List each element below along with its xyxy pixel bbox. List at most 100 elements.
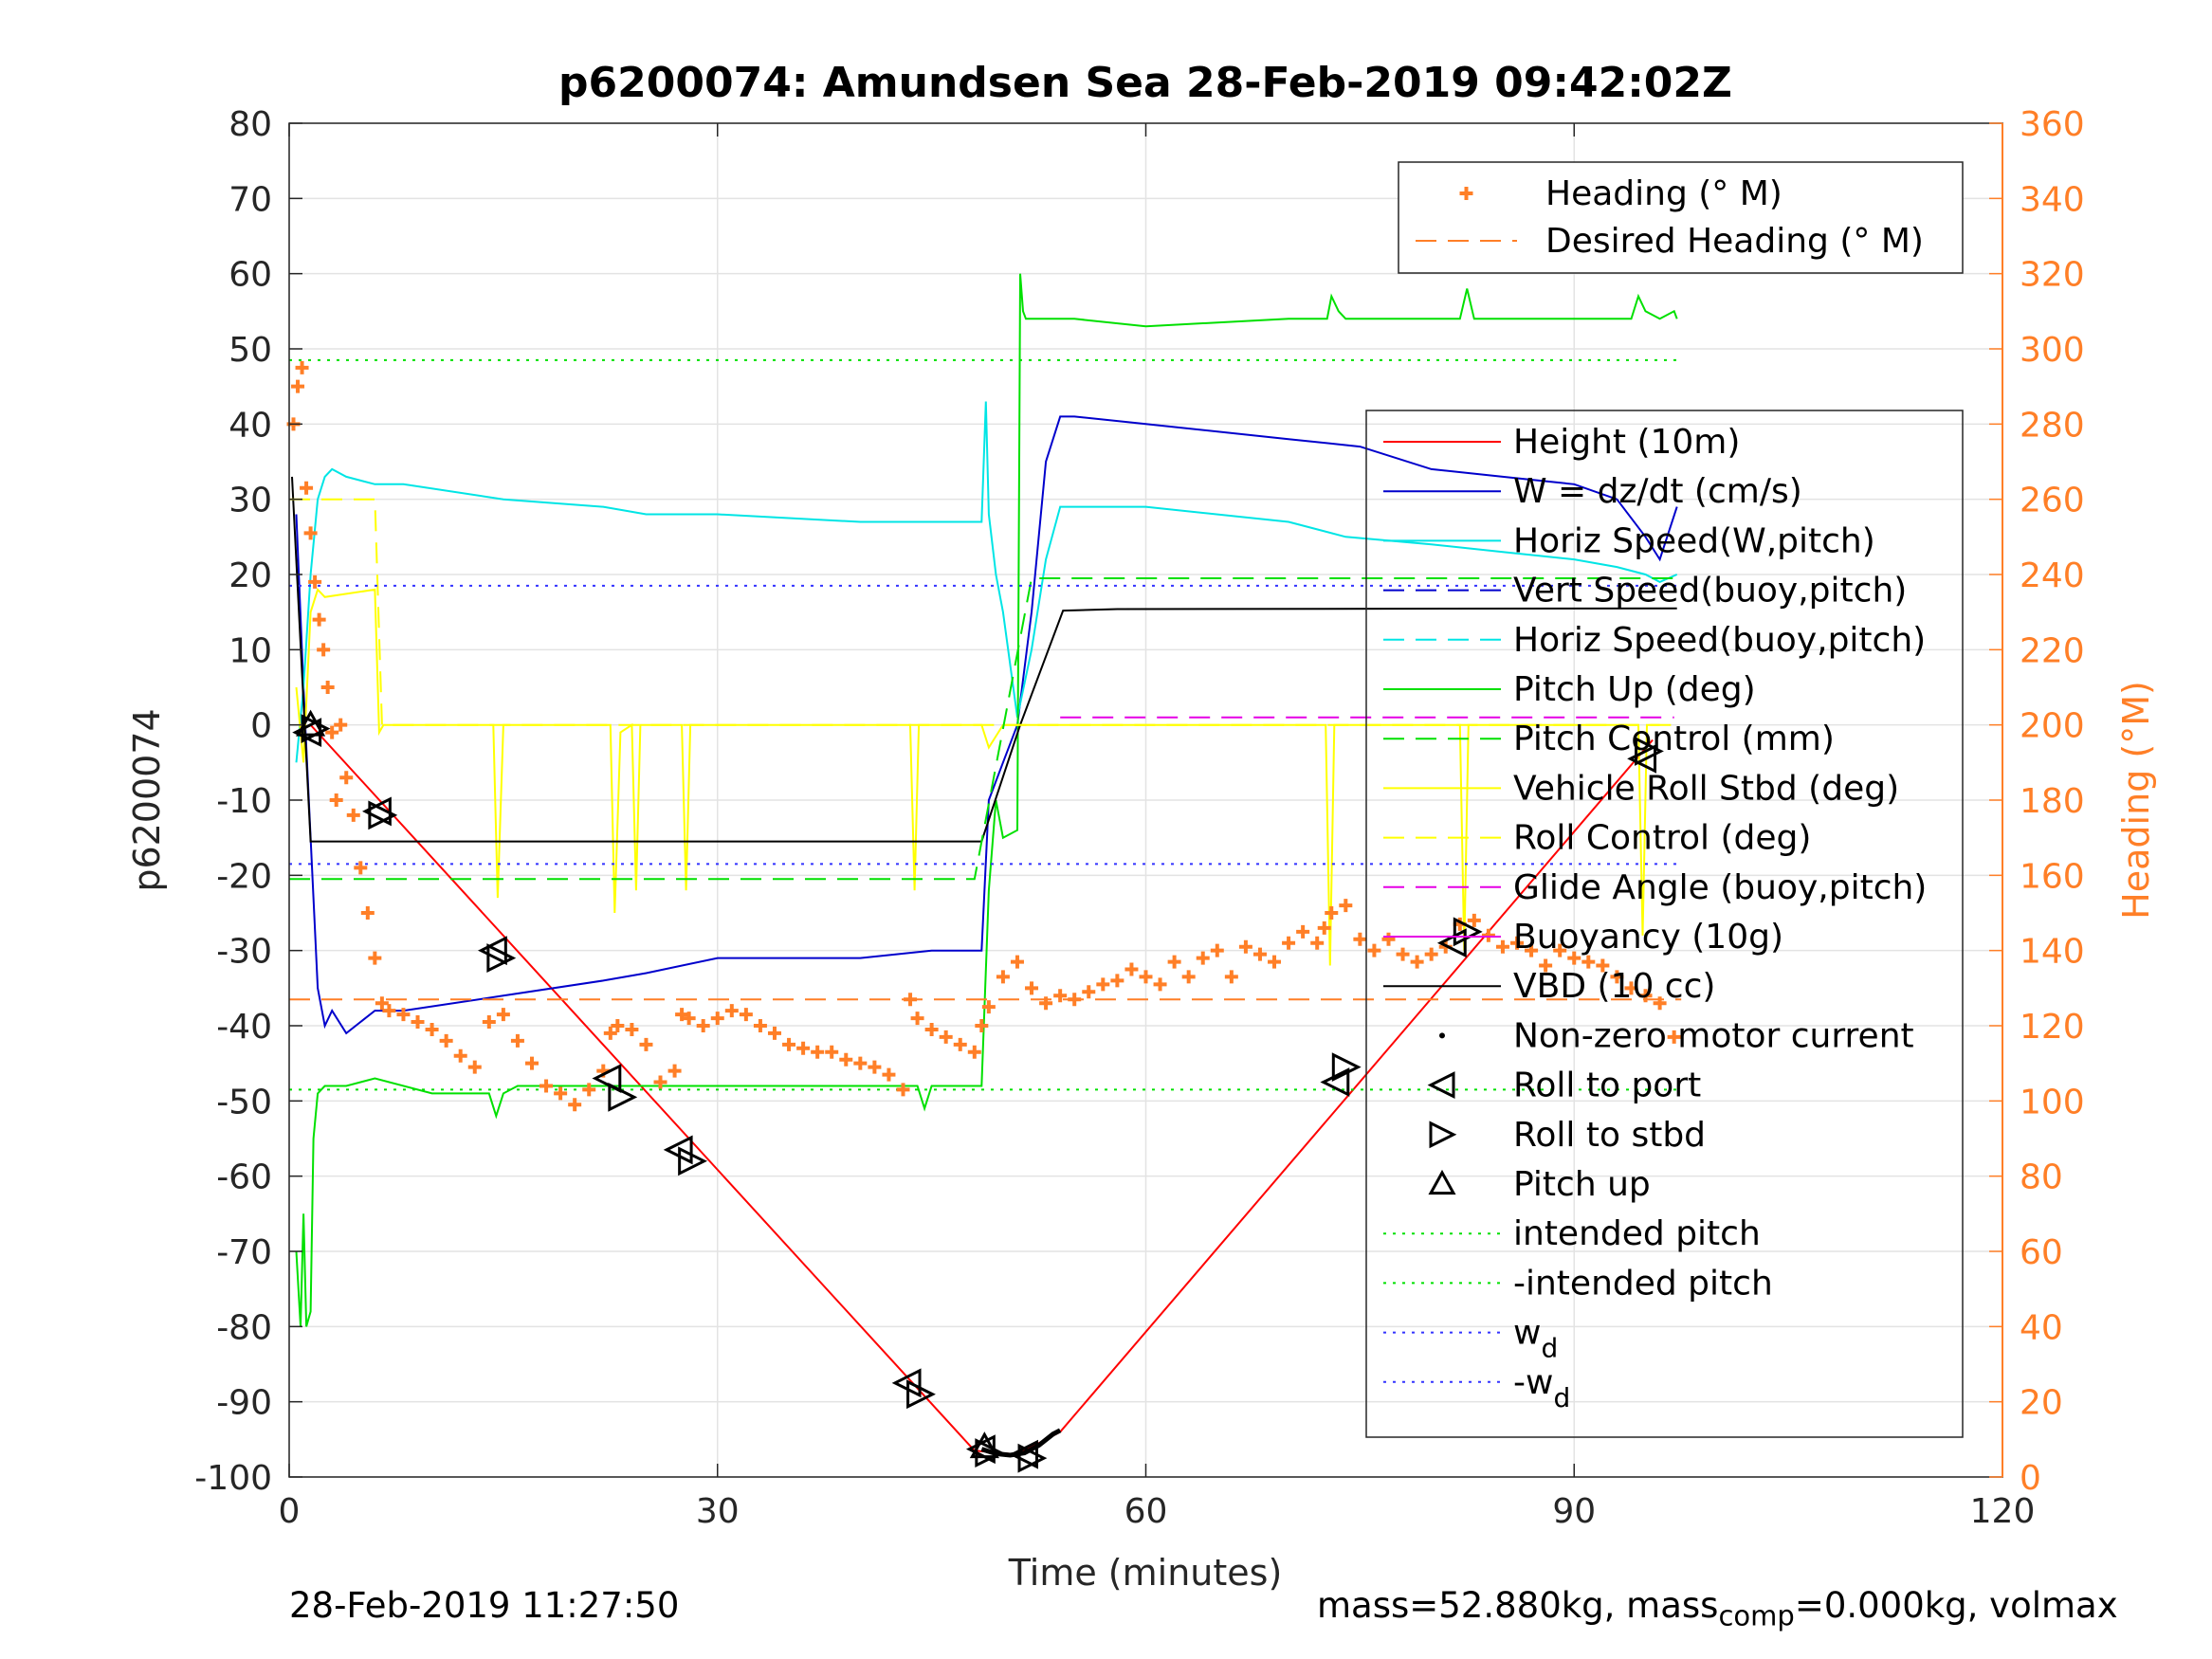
legend-sample-tri-right: [1429, 1121, 1457, 1149]
heading-point: [334, 718, 348, 732]
heading-point: [1638, 989, 1653, 1003]
roll-to-port-marker: [592, 1064, 622, 1093]
y-tick-label-right: 240: [2020, 556, 2085, 595]
heading-point: [1653, 996, 1667, 1011]
footer-mass-suffix: =0.000kg, volmax: [1794, 1585, 2118, 1626]
y-tick-label-right: 120: [2020, 1008, 2085, 1047]
heading-point: [368, 951, 382, 965]
x-axis-label: Time (minutes): [1008, 1552, 1283, 1594]
heading-point: [910, 1012, 924, 1026]
footer-mass: mass=52.880kg, masscomp=0.000kg, volmax: [1317, 1585, 2118, 1632]
footer-mass-sub: comp: [1718, 1599, 1795, 1632]
heading-point: [853, 1056, 868, 1070]
heading-point: [967, 1045, 981, 1059]
grid-lines: [288, 122, 2003, 1478]
y-tick-label-right: 60: [2020, 1233, 2063, 1272]
roll-to-stbd-marker: [1453, 917, 1483, 947]
heading-point: [1495, 939, 1509, 954]
heading-point: [825, 1045, 839, 1059]
heading-point: [524, 1056, 539, 1070]
heading-point: [1667, 1030, 1681, 1044]
legend-label: -intended pitch: [1513, 1264, 1773, 1303]
roll-to-port-marker: [362, 796, 392, 827]
heading-point: [639, 1037, 653, 1051]
heading-point: [1025, 981, 1039, 995]
heading-point: [325, 725, 339, 739]
legend-label: Desired Heading (° M): [1545, 222, 1924, 261]
legend-sample-dot: [1439, 1032, 1445, 1039]
heading-point: [1110, 974, 1124, 988]
legend-sample-tri-left: [1427, 1071, 1455, 1100]
pitch-up-marker: [969, 1431, 999, 1459]
heading-point: [308, 574, 322, 589]
legend-label-text: Pitch Control (mm): [1513, 720, 1835, 758]
legend-label: Pitch up: [1513, 1165, 1651, 1204]
roll-to-stbd-marker: [486, 943, 517, 974]
legend-label-text: -intended pitch: [1513, 1264, 1773, 1303]
heading-point: [1210, 943, 1224, 957]
heading-point: [1424, 947, 1438, 961]
heading-point: [1610, 970, 1624, 984]
roll-to-port-marker: [477, 936, 507, 966]
roll-to-port-marker: [1627, 743, 1657, 774]
y-tick-label-right: 320: [2020, 256, 2085, 295]
heading-point: [496, 1008, 510, 1022]
heading-point: [539, 1079, 554, 1093]
legend-label: VBD (10 cc): [1513, 967, 1715, 1006]
heading-point: [1539, 958, 1553, 973]
y-tick-label: 70: [229, 180, 272, 219]
x-tick-label: 0: [279, 1492, 301, 1531]
legend-label-text: Roll Control (deg): [1513, 819, 1811, 858]
legend-label-text: Heading (° M): [1545, 174, 1782, 213]
heading-point: [467, 1060, 482, 1074]
pitch-up-marker: [296, 709, 326, 737]
legend-label-text: Buoyancy (10g): [1513, 918, 1783, 957]
heading-point: [339, 771, 354, 785]
heading-point: [1553, 943, 1567, 957]
heading-point: [291, 379, 305, 393]
heading-point: [1153, 977, 1167, 992]
y-tick-label: 20: [229, 556, 272, 595]
heading-point: [896, 1083, 910, 1097]
heading-point: [868, 1060, 882, 1074]
y-tick-label-right: 160: [2020, 857, 2085, 896]
heading-point: [439, 1033, 453, 1048]
legend-label-text: -w: [1513, 1363, 1553, 1402]
heading-point: [811, 1045, 825, 1059]
y-tick-label-right: 340: [2020, 180, 2085, 219]
heading-point: [1224, 970, 1238, 984]
legend-label-text: Pitch up: [1513, 1165, 1651, 1204]
heading-point: [1353, 932, 1367, 946]
heading-point: [453, 1048, 467, 1063]
legend-label-text: Height (10m): [1513, 423, 1740, 462]
heading-point: [1296, 924, 1310, 939]
roll-to-stbd-marker: [368, 800, 398, 830]
heading-point: [924, 1022, 939, 1036]
y-tick-label: -40: [216, 1008, 272, 1047]
y-tick-label-right: 220: [2020, 631, 2085, 670]
heading-point: [346, 808, 360, 822]
legend-label-text: Vehicle Roll Stbd (deg): [1513, 769, 1899, 808]
y-tick-label: 30: [229, 482, 272, 520]
heading-point: [554, 1086, 568, 1101]
heading-point: [1525, 943, 1539, 957]
heading-point: [582, 1083, 596, 1097]
legend-label-text: Pitch Up (deg): [1513, 670, 1756, 709]
heading-point: [1325, 906, 1339, 920]
x-tick-label: 120: [1970, 1492, 2036, 1531]
roll-to-stbd-marker: [906, 1379, 936, 1410]
heading-point: [375, 996, 389, 1011]
roll-to-stbd-marker: [608, 1082, 638, 1112]
heading-point: [767, 1026, 781, 1040]
y-tick-label-right: 40: [2020, 1308, 2063, 1347]
legend-label-text: Horiz Speed(buoy,pitch): [1513, 621, 1926, 660]
heading-point: [1367, 943, 1381, 957]
heading-point: [300, 481, 314, 495]
heading-point: [1167, 955, 1181, 969]
heading-point: [1268, 955, 1282, 969]
legend-label-text: intended pitch: [1513, 1214, 1761, 1253]
chart-title: p6200074: Amundsen Sea 28-Feb-2019 09:42…: [558, 59, 1732, 107]
heading-point: [682, 1012, 696, 1026]
heading-point: [1282, 936, 1296, 950]
roll-to-stbd-marker: [1331, 1052, 1362, 1083]
